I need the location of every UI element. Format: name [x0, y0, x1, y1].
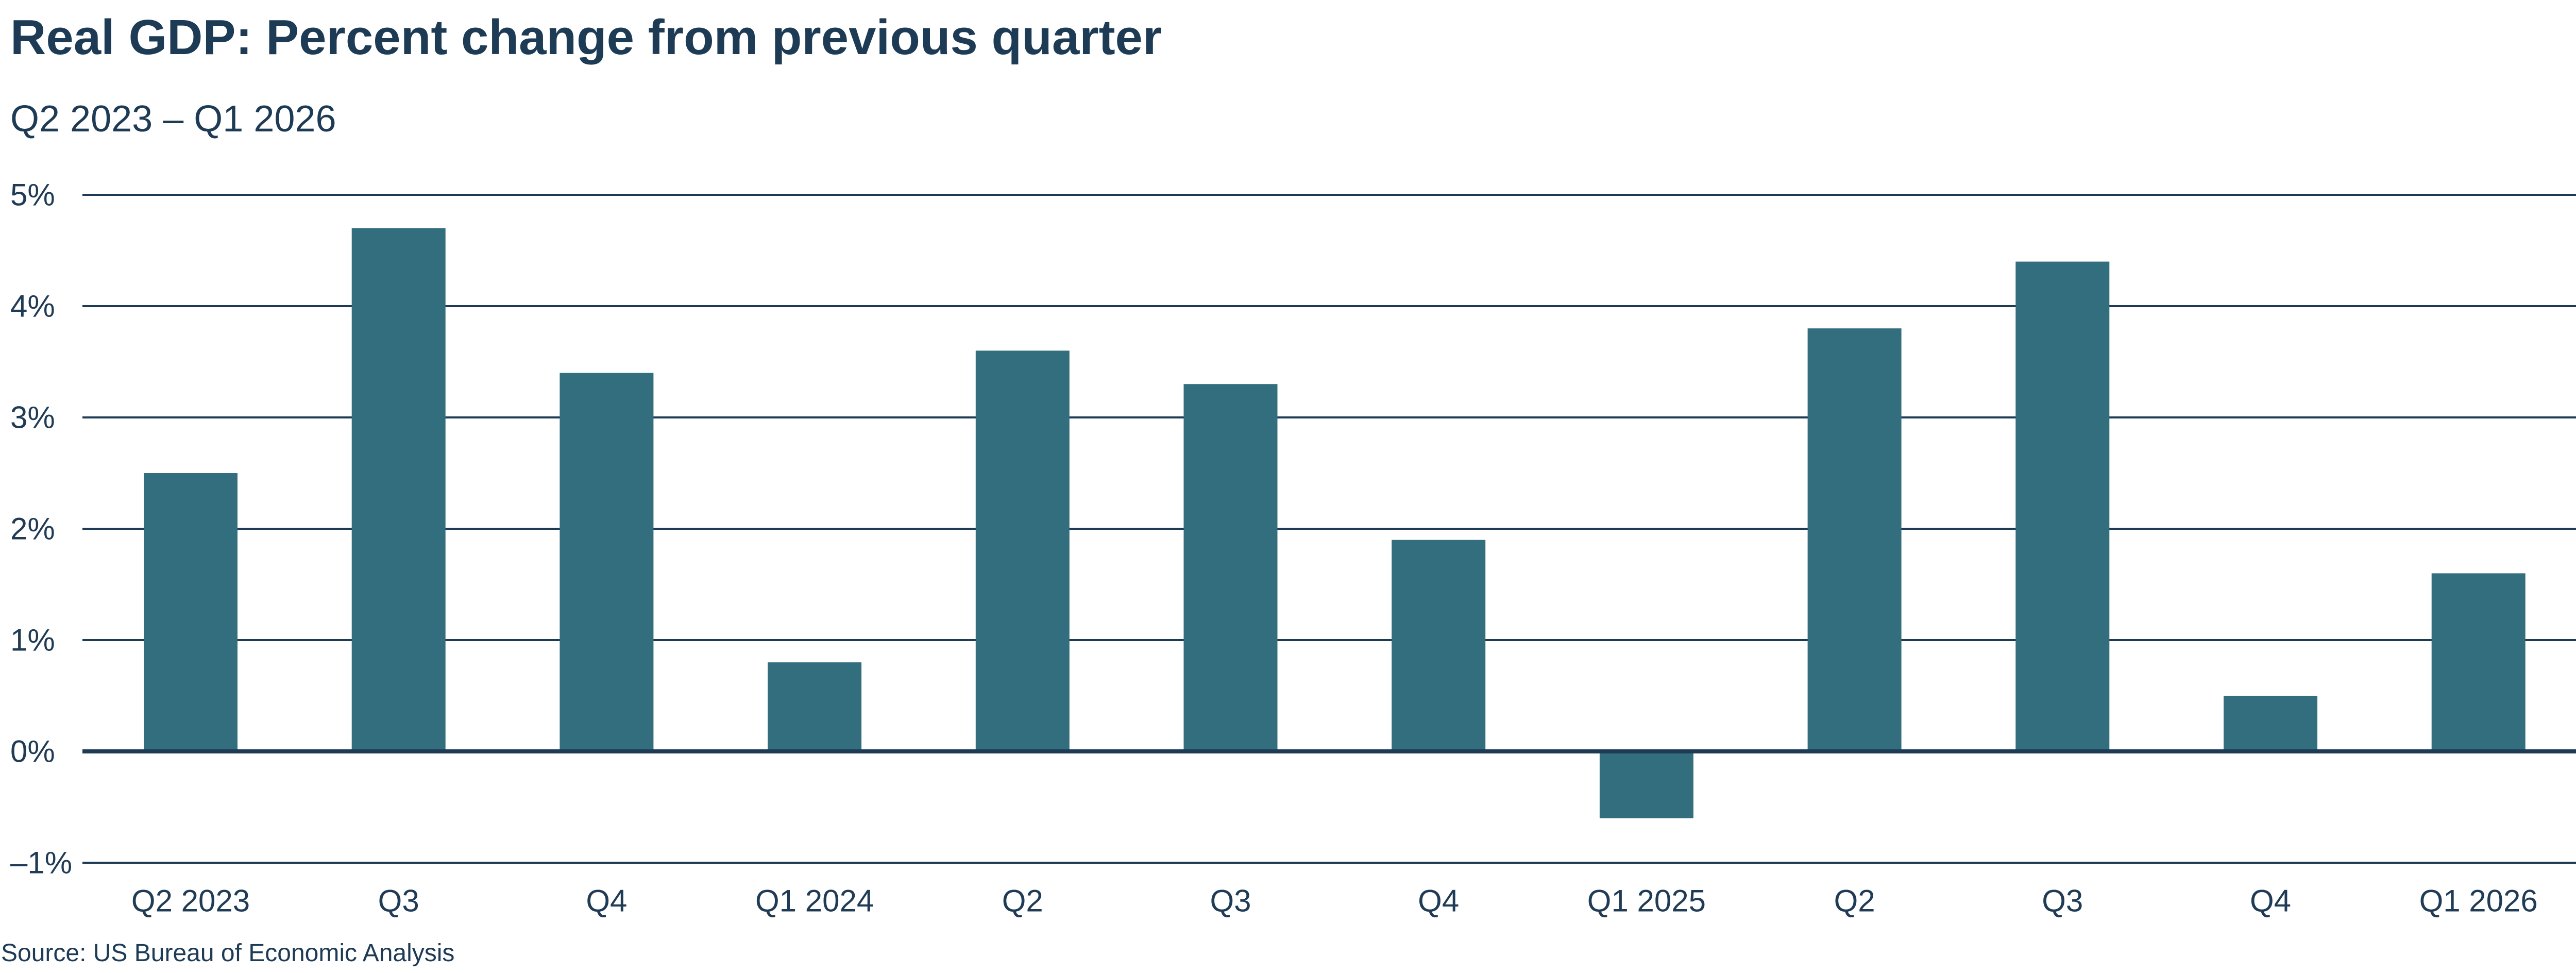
- x-tick-label: Q1 2026: [2419, 884, 2538, 918]
- x-tick-label: Q2: [1002, 884, 1043, 918]
- x-tick-label: Q2: [1834, 884, 1875, 918]
- gridlines: [82, 194, 2576, 864]
- y-tick-label: 2%: [10, 512, 55, 546]
- x-tick-label: Q4: [1418, 884, 1459, 918]
- source-note: Source: US Bureau of Economic Analysis: [1, 940, 455, 967]
- y-tick-label: 5%: [10, 178, 55, 212]
- y-tick-label: –1%: [10, 846, 72, 880]
- x-tick-label: Q1 2024: [755, 884, 874, 918]
- bar: [1183, 384, 1278, 751]
- x-tick-label: Q1 2025: [1587, 884, 1706, 918]
- x-axis-ticks: Q2 2023 Q3 Q4 Q1 2024 Q2 Q3 Q4 Q1 2025 Q2 Q3 Q4 Q1 …: [131, 884, 2538, 918]
- bar: [560, 373, 654, 751]
- y-tick-label: 4%: [10, 289, 55, 324]
- x-tick-label: Q2 2023: [131, 884, 250, 918]
- y-tick-label: 1%: [10, 623, 55, 658]
- bar: [975, 350, 1070, 751]
- y-tick-label: 3%: [10, 400, 55, 435]
- bar: [144, 473, 238, 751]
- chart-title: Real GDP: Percent change from previous q…: [10, 10, 1162, 65]
- bar: [768, 662, 862, 751]
- bar: [1392, 540, 1486, 751]
- x-tick-label: Q3: [1210, 884, 1251, 918]
- bar: [351, 228, 446, 751]
- y-tick-label: 0%: [10, 734, 55, 769]
- bar: [2224, 696, 2317, 751]
- bar: [2015, 261, 2110, 752]
- x-tick-label: Q3: [2042, 884, 2083, 918]
- x-tick-label: Q3: [378, 884, 419, 918]
- bars: [144, 228, 2526, 818]
- bar: [2431, 573, 2526, 751]
- bar: [1599, 751, 1693, 818]
- y-axis-ticks: 5% 4% 3% 2% 1% 0% –1%: [10, 178, 72, 880]
- x-tick-label: Q4: [2250, 884, 2291, 918]
- bar: [1807, 328, 1902, 751]
- x-tick-label: Q4: [586, 884, 627, 918]
- chart-subtitle: Q2 2023 – Q1 2026: [10, 98, 336, 140]
